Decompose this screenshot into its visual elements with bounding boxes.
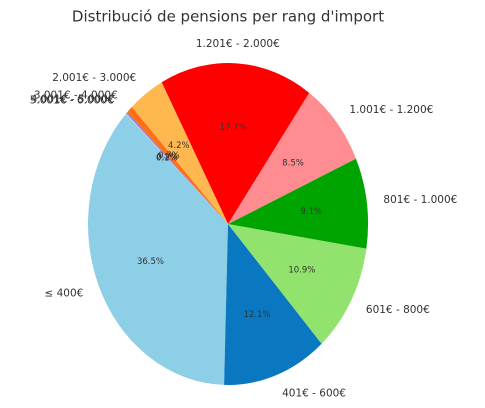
slice-label: ≤ 400€ <box>44 288 83 300</box>
slice-percent: 0.2% <box>156 153 178 163</box>
slice-percent: 17.7% <box>220 123 247 133</box>
slice-percent: 4.2% <box>168 141 190 151</box>
slice-percent: 10.9% <box>288 265 315 275</box>
slice-label: 801€ - 1.000€ <box>383 194 457 206</box>
pie-slice <box>88 114 228 385</box>
slice-percent: 8.5% <box>282 158 304 168</box>
slice-percent: 9.1% <box>300 207 322 217</box>
pie-slice <box>125 113 228 224</box>
pie-slice <box>161 63 310 225</box>
slice-label: 3.001€ - 4.000€ <box>34 90 118 102</box>
chart-title: Distribució de pensions per rang d'impor… <box>72 8 384 26</box>
pie-slice <box>127 107 228 224</box>
slice-percent: 36.5% <box>137 257 164 267</box>
slice-percent: 12.1% <box>243 310 270 320</box>
pie-slice <box>126 111 228 224</box>
slice-label: 601€ - 800€ <box>366 304 430 316</box>
slice-label: 5.001€ - 6.000€ <box>30 95 114 107</box>
pie-slice <box>228 92 356 225</box>
slice-label: 2.001€ - 3.000€ <box>52 72 136 84</box>
pie-slice <box>131 82 228 224</box>
slice-percent: 0.7% <box>158 151 180 161</box>
slice-label: 401€ - 600€ <box>282 387 346 399</box>
slice-label: 1.001€ - 1.200€ <box>349 104 433 116</box>
slice-percent: 0.1% <box>156 153 178 163</box>
slice-label: 4.001€ - 5.000€ <box>31 93 115 105</box>
pie-slice <box>228 158 368 249</box>
pie-slice <box>228 224 367 344</box>
slice-label: 1.201€ - 2.000€ <box>196 38 280 50</box>
pie-slice <box>224 224 322 385</box>
